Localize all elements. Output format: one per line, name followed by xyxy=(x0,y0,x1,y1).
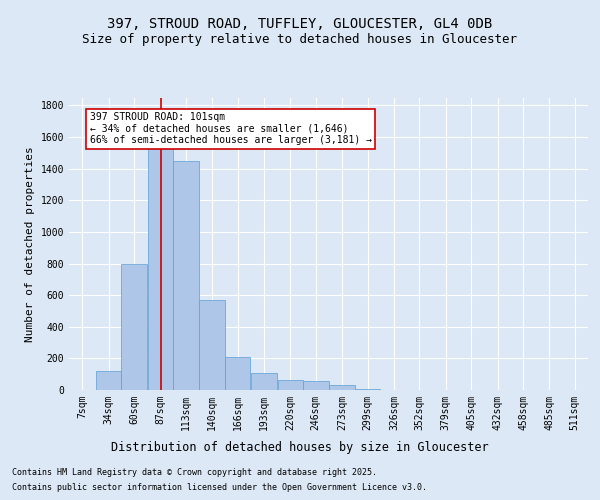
Bar xyxy=(96,371,121,390)
Bar xyxy=(173,160,199,390)
Bar xyxy=(199,300,225,390)
Text: Distribution of detached houses by size in Gloucester: Distribution of detached houses by size … xyxy=(111,441,489,454)
Bar xyxy=(148,124,173,390)
Bar xyxy=(251,372,277,390)
Text: 397 STROUD ROAD: 101sqm
← 34% of detached houses are smaller (1,646)
66% of semi: 397 STROUD ROAD: 101sqm ← 34% of detache… xyxy=(90,112,372,146)
Bar xyxy=(278,380,303,390)
Text: Contains HM Land Registry data © Crown copyright and database right 2025.: Contains HM Land Registry data © Crown c… xyxy=(12,468,377,477)
Text: Size of property relative to detached houses in Gloucester: Size of property relative to detached ho… xyxy=(83,32,517,46)
Text: 397, STROUD ROAD, TUFFLEY, GLOUCESTER, GL4 0DB: 397, STROUD ROAD, TUFFLEY, GLOUCESTER, G… xyxy=(107,18,493,32)
Bar xyxy=(225,357,250,390)
Y-axis label: Number of detached properties: Number of detached properties xyxy=(25,146,35,342)
Text: Contains public sector information licensed under the Open Government Licence v3: Contains public sector information licen… xyxy=(12,483,427,492)
Bar xyxy=(329,386,355,390)
Bar xyxy=(355,389,380,390)
Bar xyxy=(303,380,329,390)
Bar xyxy=(121,264,147,390)
